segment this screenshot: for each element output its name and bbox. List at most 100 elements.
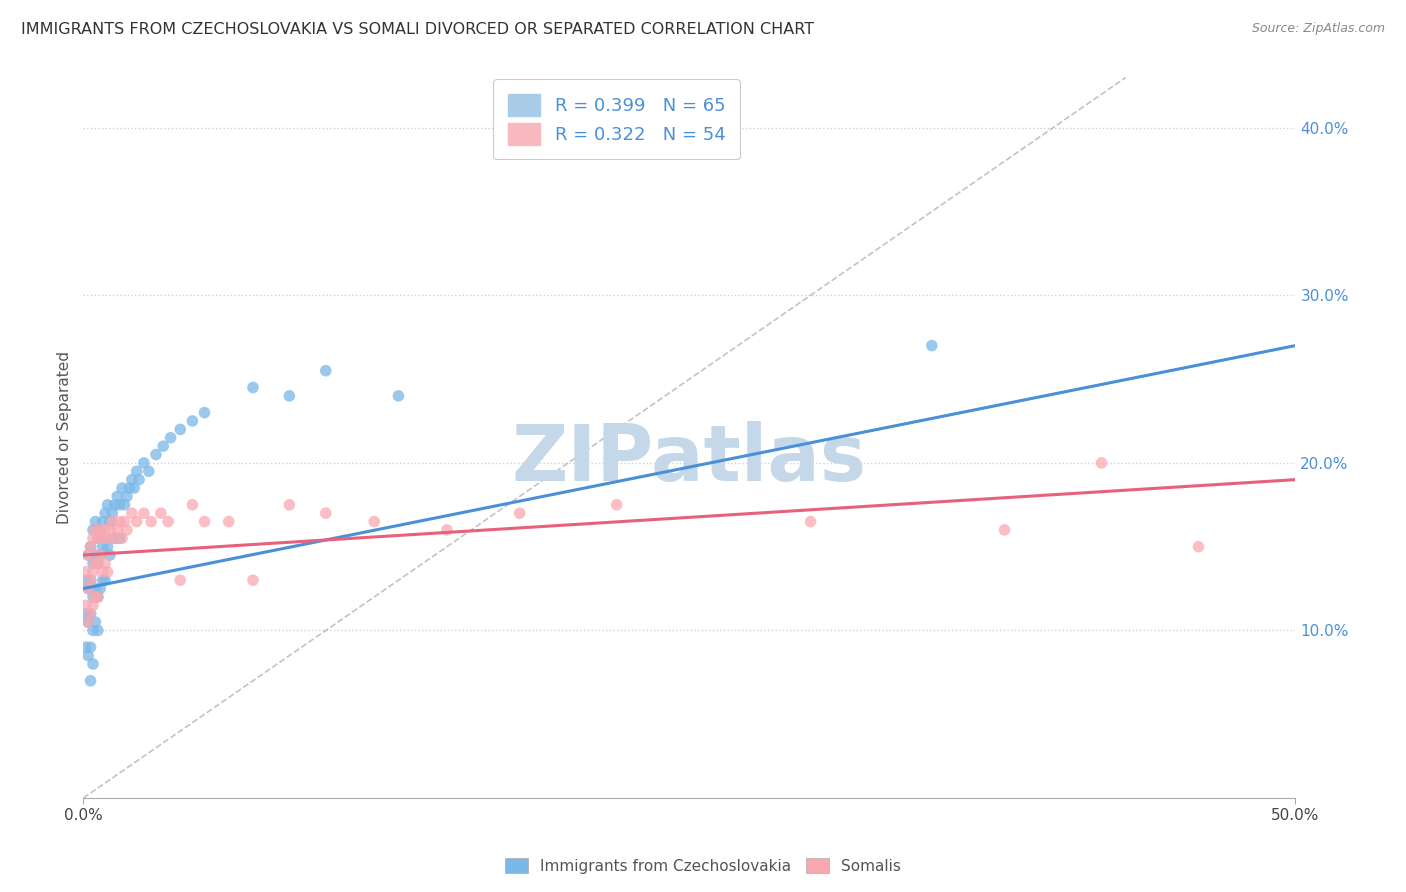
Point (181, 414, 204, 428)
Point (125, 515, 148, 529)
Point (94, 523, 117, 537)
Point (104, 498, 127, 512)
Point (96, 540, 118, 554)
Point (91, 573, 114, 587)
Point (84, 615, 107, 629)
Text: Source: ZipAtlas.com: Source: ZipAtlas.com (1251, 22, 1385, 36)
Point (91, 540, 114, 554)
Point (84, 590, 107, 604)
Point (278, 389, 301, 403)
Point (108, 498, 131, 512)
Point (77, 648, 100, 663)
Point (89, 523, 111, 537)
Point (82, 557, 104, 571)
Point (105, 523, 128, 537)
Point (87, 531, 110, 545)
Point (108, 515, 131, 529)
Point (606, 498, 628, 512)
Point (128, 473, 150, 487)
Point (145, 448, 167, 462)
Point (114, 515, 136, 529)
Point (96, 531, 118, 545)
Point (87, 557, 110, 571)
Point (921, 338, 943, 352)
Y-axis label: Divorced or Separated: Divorced or Separated (58, 351, 72, 524)
Point (84, 523, 107, 537)
Point (101, 506, 124, 520)
Point (96, 565, 118, 579)
Point (111, 481, 134, 495)
Point (242, 380, 264, 394)
Point (1090, 456, 1112, 470)
Point (84, 548, 107, 562)
Point (115, 490, 138, 504)
Point (436, 523, 458, 537)
Point (77, 548, 100, 562)
Point (121, 506, 143, 520)
Point (98, 548, 121, 562)
Point (104, 531, 127, 545)
Point (75, 565, 97, 579)
Point (159, 431, 181, 445)
Point (108, 531, 131, 545)
Point (132, 506, 155, 520)
Point (91, 565, 114, 579)
Point (157, 515, 180, 529)
Point (125, 464, 148, 478)
Text: ZIPatlas: ZIPatlas (512, 421, 868, 498)
Point (91, 531, 114, 545)
Text: IMMIGRANTS FROM CZECHOSLOVAKIA VS SOMALI DIVORCED OR SEPARATED CORRELATION CHART: IMMIGRANTS FROM CZECHOSLOVAKIA VS SOMALI… (21, 22, 814, 37)
Point (218, 515, 240, 529)
Point (82, 565, 104, 579)
Point (87, 590, 110, 604)
Point (77, 582, 100, 596)
Point (87, 590, 110, 604)
Point (75, 607, 97, 621)
Point (77, 615, 100, 629)
Point (101, 515, 124, 529)
Point (111, 531, 134, 545)
Point (363, 515, 385, 529)
Point (193, 515, 215, 529)
Point (84, 557, 107, 571)
Point (132, 456, 155, 470)
Point (315, 506, 337, 520)
Point (169, 573, 191, 587)
Point (169, 422, 191, 436)
Point (242, 573, 264, 587)
Point (993, 523, 1015, 537)
Point (105, 490, 128, 504)
Point (87, 557, 110, 571)
Point (82, 599, 104, 613)
Point (82, 531, 104, 545)
Point (91, 515, 114, 529)
Point (94, 557, 117, 571)
Point (141, 515, 163, 529)
Point (387, 389, 409, 403)
Point (79, 540, 101, 554)
Point (79, 573, 101, 587)
Point (77, 615, 100, 629)
Point (800, 515, 823, 529)
Legend: Immigrants from Czechoslovakia, Somalis: Immigrants from Czechoslovakia, Somalis (499, 852, 907, 880)
Point (114, 498, 136, 512)
Point (82, 624, 104, 638)
Point (94, 506, 117, 520)
Point (89, 548, 111, 562)
Point (149, 506, 172, 520)
Point (75, 599, 97, 613)
Point (82, 523, 104, 537)
Point (96, 498, 118, 512)
Point (87, 624, 110, 638)
Point (122, 481, 145, 495)
Point (82, 590, 104, 604)
Point (104, 531, 127, 545)
Point (77, 548, 100, 562)
Point (193, 406, 215, 420)
Point (118, 481, 141, 495)
Point (75, 640, 97, 655)
Point (89, 523, 111, 537)
Point (98, 523, 121, 537)
Point (509, 506, 531, 520)
Point (138, 464, 160, 478)
